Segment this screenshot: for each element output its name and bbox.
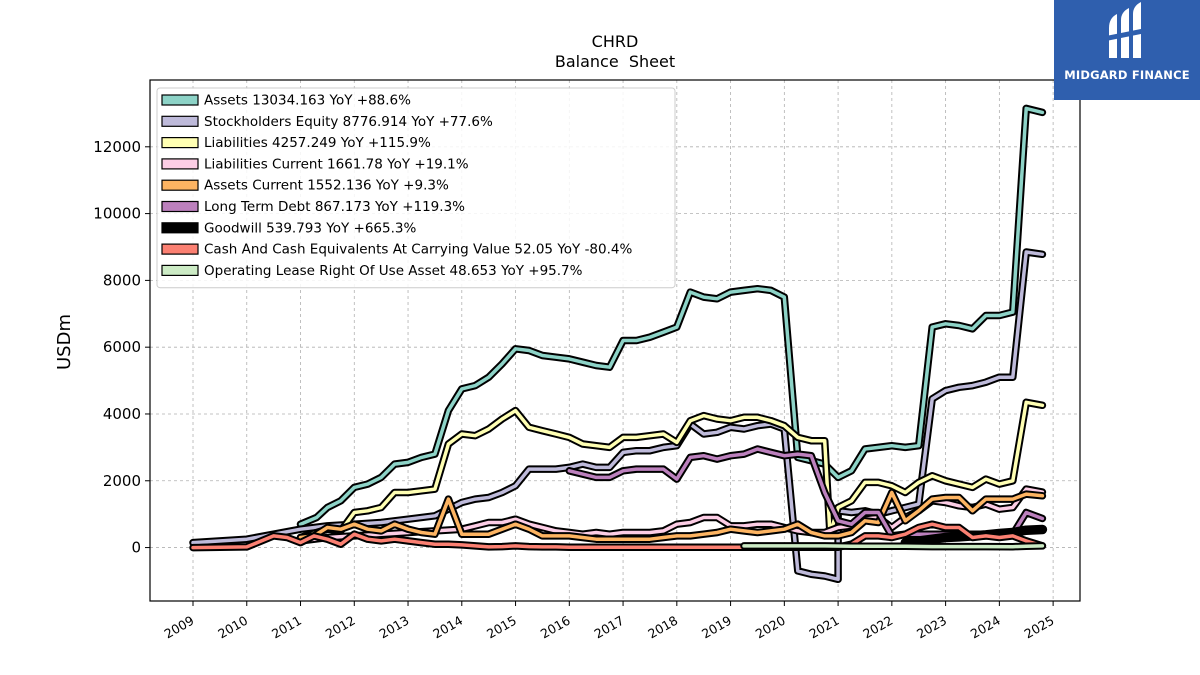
legend-label: Operating Lease Right Of Use Asset 48.65… <box>204 263 583 279</box>
x-tick-label: 2018 <box>645 613 680 642</box>
brand-name: MIDGARD FINANCE <box>1064 68 1190 82</box>
series-lines <box>189 104 1048 584</box>
legend-swatch <box>161 264 199 276</box>
legend-swatch <box>161 115 199 127</box>
legend-entry: Stockholders Equity 8776.914 YoY +77.6% <box>161 114 493 130</box>
plot-frame <box>149 79 1081 602</box>
series-line <box>298 106 1045 526</box>
chart-title: CHRD <box>592 32 639 51</box>
y-tick-label: 6000 <box>103 338 141 356</box>
x-tick-label: 2024 <box>968 613 1003 642</box>
series-line <box>298 400 1045 540</box>
legend-entry: Operating Lease Right Of Use Asset 48.65… <box>161 263 583 279</box>
series-line <box>191 522 1045 550</box>
chart-subtitle: Balance Sheet <box>555 52 675 71</box>
legend-swatch <box>161 137 199 149</box>
legend-swatch <box>161 222 199 234</box>
x-tick-label: 2014 <box>430 613 465 642</box>
legend-entry: Assets 13034.163 YoY +88.6% <box>161 93 411 109</box>
series-0 <box>296 104 1047 528</box>
y-axis-ticks: 0 2000 4000 6000 8000 10000 12000 <box>93 138 150 557</box>
y-tick-label: 0 <box>131 539 141 557</box>
legend-box <box>156 87 676 289</box>
x-tick-label: 2010 <box>215 613 250 642</box>
y-tick-label: 10000 <box>93 205 141 223</box>
legend-entry: Liabilities 4257.249 YoY +115.9% <box>161 135 431 151</box>
x-tick-label: 2021 <box>807 613 842 642</box>
legend-entry: Assets Current 1552.136 YoY +9.3% <box>161 178 449 194</box>
x-tick-label: 2009 <box>161 613 196 642</box>
brand-mark-icon <box>1106 2 1146 58</box>
y-axis-label: USDm <box>54 314 75 370</box>
y-tick-label: 8000 <box>103 271 141 289</box>
legend-label: Assets Current 1552.136 YoY +9.3% <box>204 178 449 194</box>
series-4 <box>296 488 1047 543</box>
x-tick-label: 2013 <box>376 613 411 642</box>
legend-entry: Long Term Debt 867.173 YoY +119.3% <box>161 199 465 215</box>
legend-entry: Liabilities Current 1661.78 YoY +19.1% <box>161 156 469 172</box>
legend-swatch <box>161 243 199 255</box>
legend-label: Goodwill 539.793 YoY +665.3% <box>204 220 416 236</box>
legend-entry: Cash And Cash Equivalents At Carrying Va… <box>161 242 632 258</box>
y-tick-label: 12000 <box>93 138 141 156</box>
x-tick-label: 2011 <box>269 613 304 642</box>
x-tick-label: 2020 <box>753 613 788 642</box>
legend-swatch <box>161 94 199 106</box>
x-tick-label: 2016 <box>538 613 573 642</box>
series-8 <box>740 542 1047 551</box>
series-line <box>191 250 1045 582</box>
brand-logo: MIDGARD FINANCE <box>1054 0 1200 100</box>
legend-swatch <box>161 158 199 170</box>
x-tick-label: 2023 <box>914 613 949 642</box>
series-line <box>298 490 1045 541</box>
legend-label: Assets 13034.163 YoY +88.6% <box>204 93 411 109</box>
legend-label: Liabilities Current 1661.78 YoY +19.1% <box>204 156 469 172</box>
x-tick-label: 2019 <box>699 613 734 642</box>
legend-label: Cash And Cash Equivalents At Carrying Va… <box>204 242 632 258</box>
y-tick-label: 4000 <box>103 405 141 423</box>
series-2 <box>296 398 1047 542</box>
x-tick-label: 2017 <box>592 613 627 642</box>
legend-label: Liabilities 4257.249 YoY +115.9% <box>204 135 431 151</box>
legend-entry: Goodwill 539.793 YoY +665.3% <box>161 220 416 236</box>
series-7 <box>189 520 1047 552</box>
series-line <box>742 544 1045 549</box>
x-axis-ticks: 2009 2010 2011 2012 2013 2014 2015 2016 2017 2018… <box>161 601 1057 642</box>
x-tick-label: 2022 <box>860 613 895 642</box>
legend-label: Stockholders Equity 8776.914 YoY +77.6% <box>204 114 493 130</box>
legend: Assets 13034.163 YoY +88.6% Stockholders … <box>156 87 676 289</box>
y-tick-label: 2000 <box>103 472 141 490</box>
legend-label: Long Term Debt 867.173 YoY +119.3% <box>204 199 465 215</box>
legend-swatch <box>161 179 199 191</box>
legend-swatch <box>161 200 199 213</box>
series-1 <box>189 248 1047 584</box>
x-tick-label: 2012 <box>323 613 358 642</box>
x-tick-label: 2015 <box>484 613 519 642</box>
x-tick-label: 2025 <box>1022 613 1057 642</box>
